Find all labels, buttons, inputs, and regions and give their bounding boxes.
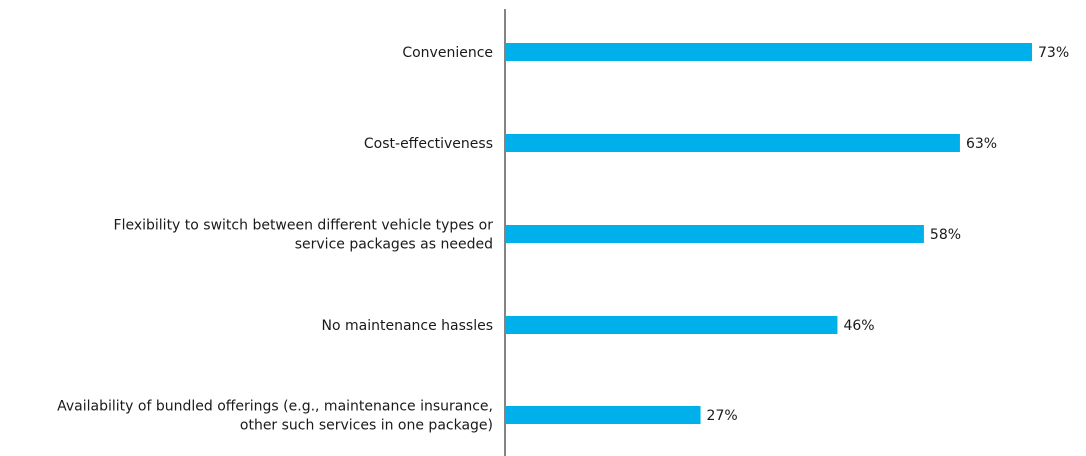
category-label-line: Cost-effectiveness xyxy=(364,136,493,152)
bar-value-label-1: 73% xyxy=(1038,45,1069,61)
category-label-line: service packages as needed xyxy=(295,237,493,253)
bar-value-label-4: 46% xyxy=(843,318,874,334)
category-label-1: Convenience xyxy=(402,45,493,61)
bar-value-label-5: 27% xyxy=(707,408,738,424)
bar-value-label-2: 63% xyxy=(966,136,997,152)
category-label-line: other such services in one package) xyxy=(240,418,493,434)
category-label-line: Flexibility to switch between different … xyxy=(114,218,494,234)
category-label-line: No maintenance hassles xyxy=(322,318,494,334)
bar-4 xyxy=(506,316,838,334)
bar-5 xyxy=(506,406,701,424)
category-label-line: Convenience xyxy=(402,45,493,61)
category-label-4: No maintenance hassles xyxy=(322,318,494,334)
bar-value-label-3: 58% xyxy=(930,227,961,243)
category-label-5: Availability of bundled offerings (e.g.,… xyxy=(57,399,493,434)
bar-3 xyxy=(506,225,924,243)
bars-layer: 73% Convenience 63% Cost-effectiveness 58% Fl… xyxy=(57,43,1069,434)
bar-2 xyxy=(506,134,960,152)
category-label-3: Flexibility to switch between different … xyxy=(114,218,494,253)
bar-1 xyxy=(506,43,1032,61)
category-label-line: Availability of bundled offerings (e.g.,… xyxy=(57,399,493,415)
category-label-2: Cost-effectiveness xyxy=(364,136,493,152)
